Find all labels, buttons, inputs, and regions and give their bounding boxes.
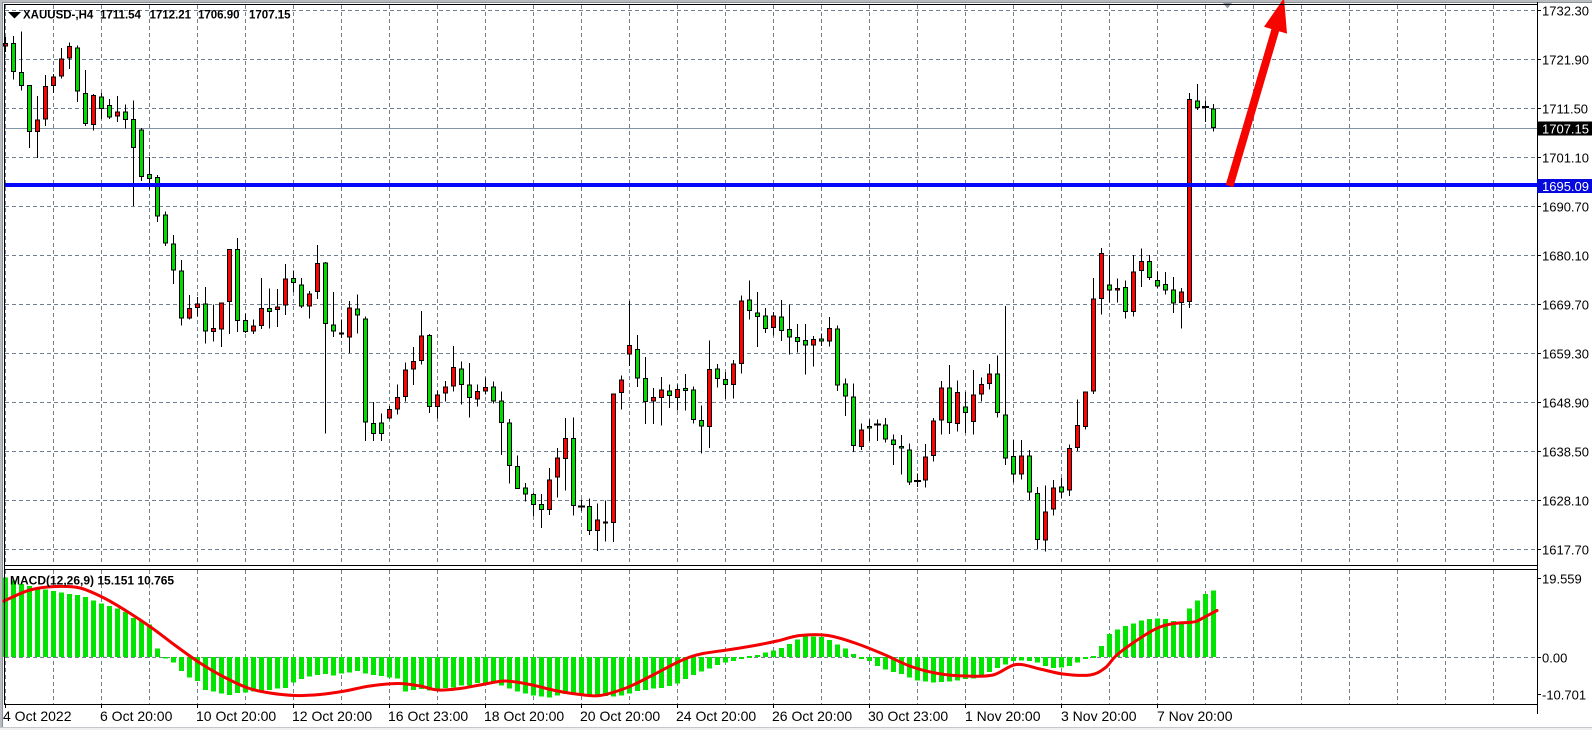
svg-text:16 Oct 23:00: 16 Oct 23:00 (388, 708, 468, 724)
svg-text:1659.30: 1659.30 (1542, 347, 1589, 362)
svg-text:10 Oct 20:00: 10 Oct 20:00 (196, 708, 276, 724)
svg-text:24 Oct 20:00: 24 Oct 20:00 (676, 708, 756, 724)
svg-text:1721.90: 1721.90 (1542, 53, 1589, 68)
svg-text:1732.30: 1732.30 (1542, 4, 1589, 19)
svg-text:1711.50: 1711.50 (1542, 102, 1588, 117)
svg-text:1711.54: 1711.54 (100, 10, 142, 22)
svg-text:18 Oct 20:00: 18 Oct 20:00 (484, 708, 564, 724)
svg-text:3 Nov 20:00: 3 Nov 20:00 (1061, 708, 1137, 724)
svg-text:MACD(12,26,9) 15.151 10.765: MACD(12,26,9) 15.151 10.765 (10, 574, 174, 588)
svg-text:1707.15: 1707.15 (249, 10, 291, 22)
svg-text:1680.10: 1680.10 (1542, 249, 1589, 264)
svg-text:1690.70: 1690.70 (1542, 200, 1589, 215)
svg-text:1 Nov 20:00: 1 Nov 20:00 (965, 708, 1041, 724)
svg-text:4 Oct 2022: 4 Oct 2022 (3, 708, 72, 724)
svg-text:12 Oct 20:00: 12 Oct 20:00 (292, 708, 372, 724)
svg-text:XAUUSD-,H4: XAUUSD-,H4 (23, 10, 94, 22)
svg-text:1695.09: 1695.09 (1542, 179, 1589, 194)
svg-text:1638.50: 1638.50 (1542, 445, 1589, 460)
svg-text:1617.70: 1617.70 (1542, 543, 1589, 558)
svg-text:1628.10: 1628.10 (1542, 494, 1589, 509)
svg-text:1648.90: 1648.90 (1542, 396, 1589, 411)
svg-text:7 Nov 20:00: 7 Nov 20:00 (1157, 708, 1233, 724)
svg-text:20 Oct 20:00: 20 Oct 20:00 (580, 708, 660, 724)
svg-text:1706.90: 1706.90 (198, 10, 240, 22)
svg-text:-10.701: -10.701 (1542, 688, 1586, 703)
svg-text:0.00: 0.00 (1542, 651, 1567, 666)
svg-text:26 Oct 20:00: 26 Oct 20:00 (772, 708, 852, 724)
svg-text:1712.21: 1712.21 (150, 10, 192, 22)
svg-text:30 Oct 23:00: 30 Oct 23:00 (868, 708, 948, 724)
svg-text:1707.15: 1707.15 (1542, 122, 1589, 137)
svg-text:1701.10: 1701.10 (1542, 151, 1589, 166)
svg-text:19.559: 19.559 (1542, 572, 1582, 587)
svg-text:6 Oct 20:00: 6 Oct 20:00 (100, 708, 173, 724)
svg-text:1669.70: 1669.70 (1542, 298, 1589, 313)
